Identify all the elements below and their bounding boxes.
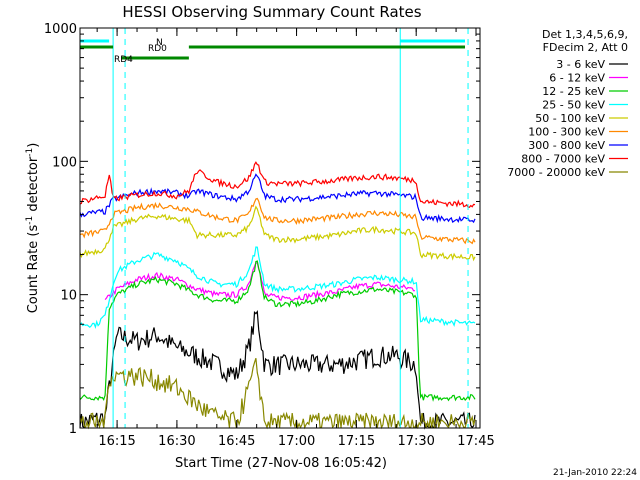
- series-line-1: [79, 310, 476, 430]
- series-line-8: [79, 161, 476, 208]
- x-tick-label: 17:30: [397, 434, 434, 449]
- legend: Det 1,3,4,5,6,9,FDecim 2, Att 0 3 - 6 keV…: [507, 28, 628, 179]
- legend-entry-label: 3 - 6 keV: [556, 58, 605, 71]
- legend-entry-label: 50 - 100 keV: [535, 112, 605, 125]
- legend-entry-label: 25 - 50 keV: [542, 99, 605, 112]
- y-axis-label-part1: Count Rate (s: [26, 225, 41, 314]
- series-line-9: [79, 358, 476, 430]
- legend-header-line-1: Det 1,3,4,5,6,9,: [542, 28, 628, 41]
- y-tick-label: 10: [60, 289, 77, 304]
- x-tick-label: 16:30: [158, 434, 195, 449]
- legend-header-line-2: FDecim 2, Att 0: [543, 41, 628, 54]
- legend-entry-label: 12 - 25 keV: [542, 85, 605, 98]
- series-line-4: [79, 246, 476, 329]
- state-bar-label-n: N: [156, 38, 163, 48]
- plot-frame: [79, 27, 481, 429]
- axes: 1 10 100 1000 16:15 16:30 16:45 17:00 17:15 17:30…: [44, 22, 495, 449]
- legend-entry-label: 100 - 300 keV: [528, 126, 605, 139]
- series-line-6: [79, 197, 476, 245]
- x-tick-label: 17:45: [457, 434, 494, 449]
- legend-entry-label: 6 - 12 keV: [549, 72, 605, 85]
- series-line-2: [104, 262, 416, 302]
- y-axis-label: Count Rate (s-1 detector-1): [25, 143, 41, 314]
- y-axis-label-sup2: -1: [25, 148, 35, 157]
- y-tick-label: 1: [69, 422, 77, 437]
- y-axis-label-sup1: -1: [25, 216, 35, 225]
- series-line-5: [79, 205, 476, 262]
- y-axis-label-part2: detector: [26, 156, 41, 216]
- footer-date: 21-Jan-2010 22:24: [553, 468, 637, 478]
- x-tick-label: 17:00: [278, 434, 315, 449]
- x-tick-label: 16:45: [218, 434, 255, 449]
- series-line-3: [79, 260, 476, 402]
- x-axis-label: Start Time (27-Nov-08 16:05:42): [175, 456, 387, 471]
- chart-title: HESSI Observing Summary Count Rates: [122, 3, 421, 21]
- legend-entry-label: 7000 - 20000 keV: [507, 166, 605, 179]
- state-bar-label-rd0: RD0: [148, 44, 167, 54]
- state-bar-label-rd4: RD4: [114, 55, 133, 65]
- y-axis-label-part3: ): [26, 143, 41, 148]
- y-tick-label: 1000: [44, 22, 77, 37]
- legend-entry-label: 300 - 800 keV: [528, 139, 605, 152]
- y-tick-label: 100: [52, 155, 77, 170]
- series-line-7: [79, 173, 476, 224]
- x-tick-label: 16:15: [98, 434, 135, 449]
- legend-entry-label: 800 - 7000 keV: [521, 153, 605, 166]
- x-tick-label: 17:15: [338, 434, 375, 449]
